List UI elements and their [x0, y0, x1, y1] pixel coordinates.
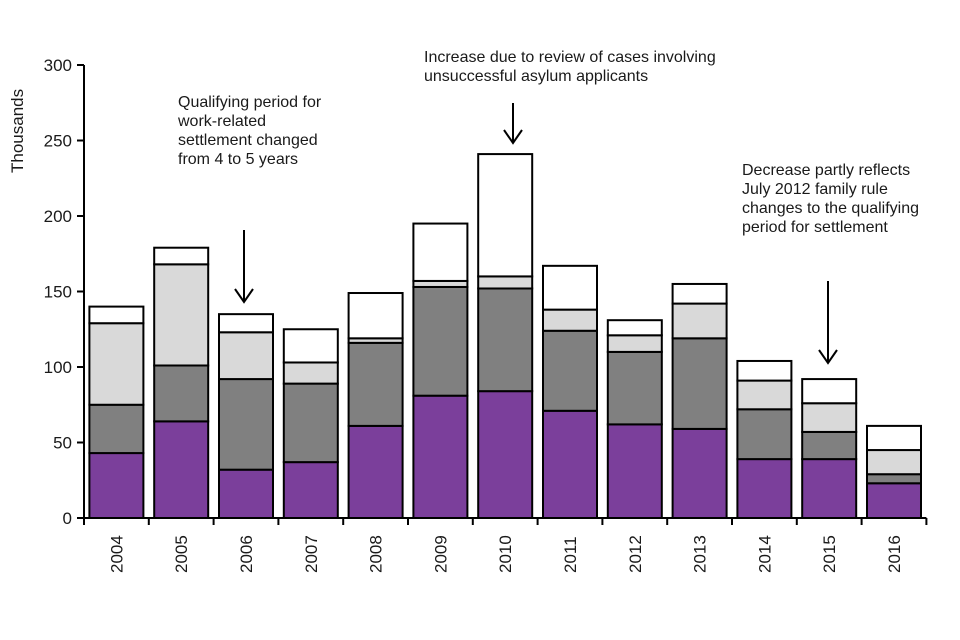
- x-label-2007: 2007: [302, 535, 321, 573]
- x-label-2006: 2006: [237, 535, 256, 573]
- x-label-2012: 2012: [626, 535, 645, 573]
- x-label-2009: 2009: [431, 535, 450, 573]
- bar-segment-2012-purple-segment: [606, 423, 663, 520]
- bar-segment-2013-white-segment: [671, 282, 728, 305]
- bar-segment-2012-light-gray-segment: [606, 334, 663, 353]
- bar-segment-2006-purple-segment: [218, 468, 274, 519]
- y-tick-label-300: 300: [44, 56, 72, 75]
- y-tick-label-250: 250: [44, 131, 72, 150]
- bar-segment-2009-dark-gray-segment: [412, 285, 469, 397]
- bar-segment-2010-purple-segment: [477, 390, 534, 519]
- x-label-2005: 2005: [172, 535, 191, 573]
- bar-segment-2005-white-segment: [153, 246, 210, 266]
- bar-segment-2004-light-gray-segment: [88, 322, 145, 406]
- x-label-2010: 2010: [496, 535, 515, 573]
- bar-segment-2011-purple-segment: [542, 409, 598, 520]
- bar-segment-2015-light-gray-segment: [801, 402, 858, 433]
- bar-segment-2006-dark-gray-segment: [218, 378, 274, 471]
- bar-segment-2014-purple-segment: [736, 458, 793, 519]
- bar-segment-2006-light-gray-segment: [218, 331, 274, 381]
- bar-segment-2016-purple-segment: [866, 482, 922, 519]
- bar-segment-2007-light-gray-segment: [282, 361, 339, 385]
- annotation-arrowhead-family-rule: [818, 349, 838, 365]
- y-tick-label-150: 150: [44, 282, 72, 301]
- bar-segment-2008-white-segment: [347, 292, 404, 340]
- bar-segment-2011-dark-gray-segment: [542, 329, 598, 412]
- bar-segment-2009-purple-segment: [412, 394, 469, 519]
- bar-segment-2011-light-gray-segment: [542, 308, 598, 332]
- bar-segment-2015-dark-gray-segment: [801, 430, 858, 461]
- bar-segment-2014-light-gray-segment: [736, 379, 793, 411]
- bar-segment-2007-white-segment: [282, 328, 339, 364]
- bar-segment-2008-purple-segment: [347, 424, 404, 520]
- x-label-2015: 2015: [820, 535, 839, 573]
- x-label-2016: 2016: [885, 535, 904, 573]
- bar-segment-2015-white-segment: [801, 378, 858, 405]
- y-tick-label-200: 200: [44, 207, 72, 226]
- bar-segment-2005-dark-gray-segment: [153, 364, 210, 423]
- bar-segment-2013-light-gray-segment: [671, 302, 728, 340]
- bar-segment-2013-purple-segment: [671, 427, 728, 519]
- bar-segment-2016-light-gray-segment: [866, 449, 922, 476]
- bar-segment-2004-white-segment: [88, 305, 145, 325]
- x-label-2014: 2014: [755, 535, 774, 573]
- bar-segment-2010-dark-gray-segment: [477, 287, 534, 393]
- bar-segment-2012-dark-gray-segment: [606, 350, 663, 426]
- x-label-2004: 2004: [107, 535, 126, 573]
- annotation-arrowhead-qualifying-period: [234, 288, 254, 304]
- y-tick-label-100: 100: [44, 358, 72, 377]
- x-label-2013: 2013: [691, 535, 710, 573]
- annotation-asylum-review: Increase due to review of cases involvin…: [424, 49, 716, 85]
- bar-segment-2010-white-segment: [477, 153, 534, 278]
- bar-segment-2006-white-segment: [218, 313, 274, 334]
- x-label-2008: 2008: [367, 535, 386, 573]
- bar-segment-2007-purple-segment: [282, 461, 339, 520]
- bar-segment-2007-dark-gray-segment: [282, 382, 339, 464]
- bar-segment-2005-purple-segment: [153, 420, 210, 519]
- bar-segment-2009-white-segment: [412, 222, 469, 282]
- y-tick-label-50: 50: [53, 433, 72, 452]
- annotation-family-rule: Decrease partly reflects July 2012 famil…: [742, 162, 920, 236]
- bar-segment-2005-light-gray-segment: [153, 263, 210, 367]
- bar-segment-2014-white-segment: [736, 359, 793, 382]
- bar-segment-2015-purple-segment: [801, 458, 858, 519]
- bar-segment-2012-white-segment: [606, 319, 663, 337]
- bar-segment-2016-white-segment: [866, 424, 922, 452]
- bar-segment-2008-dark-gray-segment: [347, 341, 404, 427]
- bar-segment-2013-dark-gray-segment: [671, 337, 728, 430]
- bar-segment-2014-dark-gray-segment: [736, 408, 793, 461]
- bar-segment-2004-purple-segment: [88, 452, 145, 520]
- x-label-2011: 2011: [561, 536, 580, 573]
- bar-segment-2016-dark-gray-segment: [866, 473, 922, 485]
- y-tick-label-0: 0: [63, 509, 72, 528]
- annotation-arrowhead-asylum-review: [503, 129, 523, 145]
- annotation-qualifying-period: Qualifying period for work-related settl…: [178, 94, 322, 168]
- bar-segment-2004-dark-gray-segment: [88, 403, 145, 455]
- bar-segment-2010-light-gray-segment: [477, 275, 534, 290]
- bar-segment-2011-white-segment: [542, 264, 598, 311]
